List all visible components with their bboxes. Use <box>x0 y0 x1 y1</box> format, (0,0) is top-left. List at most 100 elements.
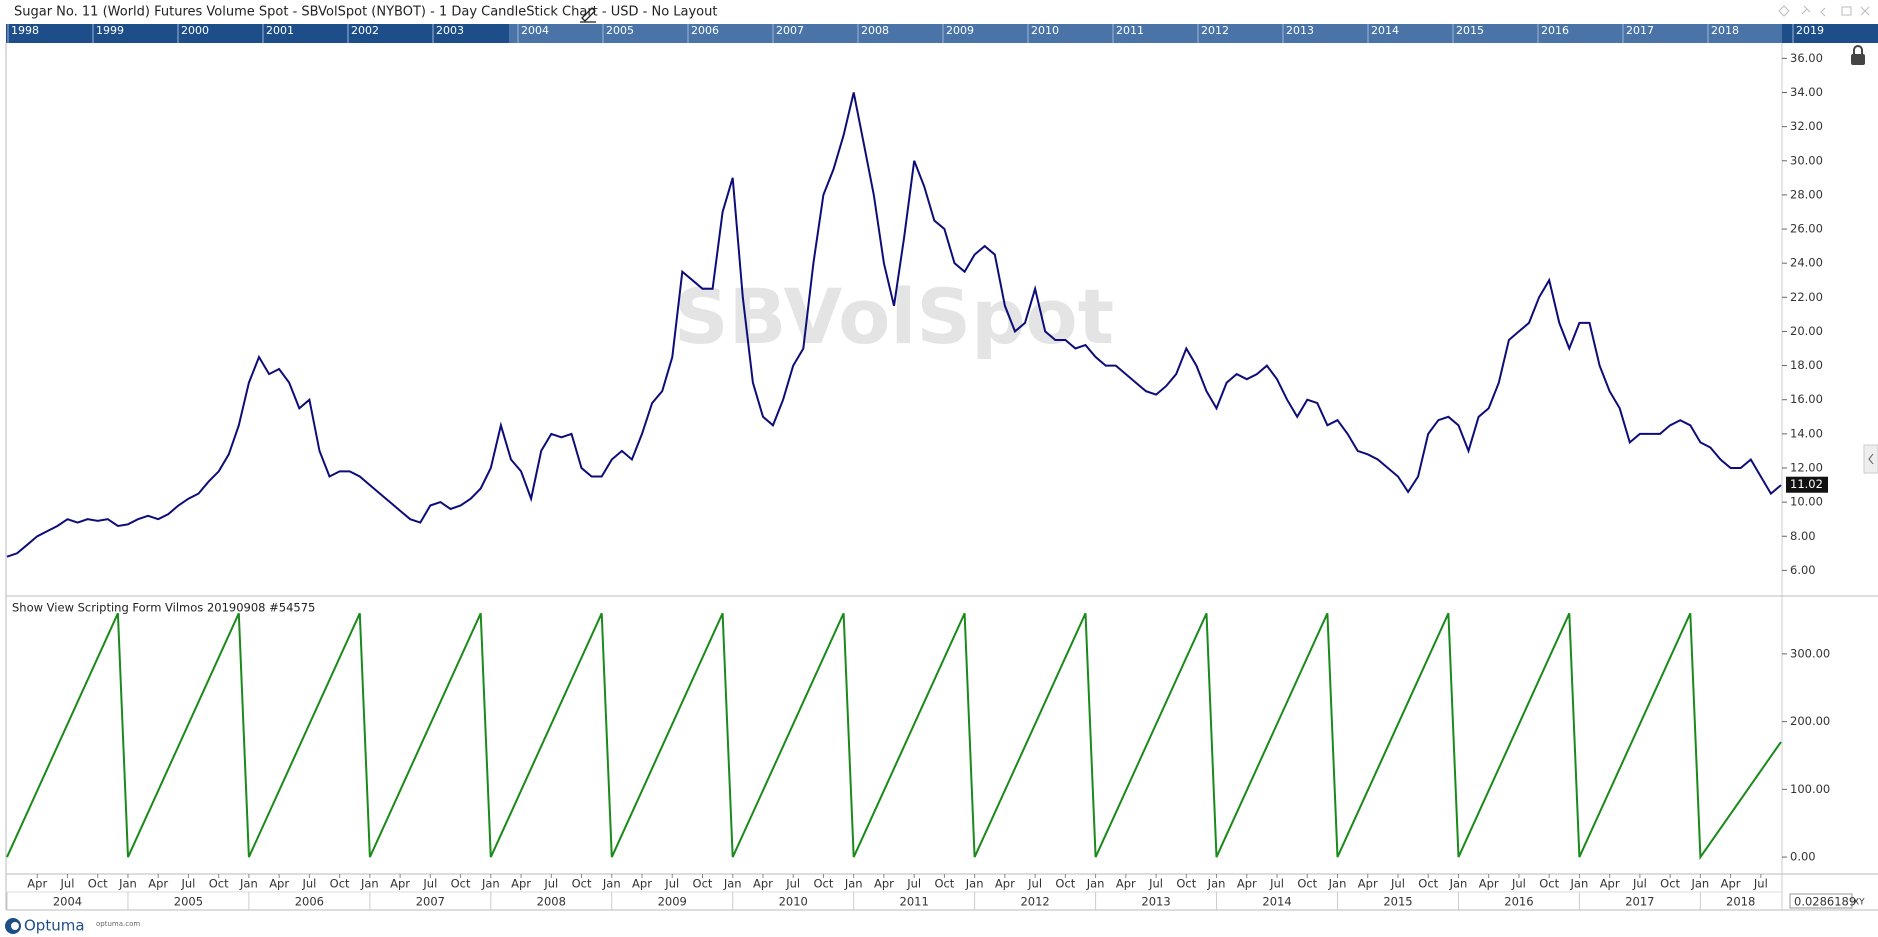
y-tick-label: 12.00 <box>1790 460 1823 474</box>
x-tick-label: Jul <box>1753 877 1768 891</box>
navigator-year: 2002 <box>351 24 379 37</box>
x-tick-label: Jul <box>543 877 558 891</box>
watermark: SBVolSpot <box>674 272 1114 361</box>
logo: Optuma <box>24 917 85 935</box>
chart-title: Sugar No. 11 (World) Futures Volume Spot… <box>14 5 717 20</box>
y-tick-label: 32.00 <box>1790 119 1823 133</box>
x-tick-label: Apr <box>1116 877 1136 891</box>
x-tick-label: Oct <box>693 877 713 891</box>
x-tick-label: Jul <box>180 877 195 891</box>
x-tick-label: Jul <box>1269 877 1284 891</box>
y-tick-label: 22.00 <box>1790 290 1823 304</box>
x-tick-label: Oct <box>813 877 833 891</box>
x-tick-label: Oct <box>1297 877 1317 891</box>
x-year-label: 2004 <box>53 895 82 909</box>
y-tick-label: 28.00 <box>1790 187 1823 201</box>
navigator-year: 2008 <box>861 24 889 37</box>
x-tick-label: Jul <box>60 877 75 891</box>
x-tick-label: Jul <box>1632 877 1647 891</box>
y-tick-label: 26.00 <box>1790 222 1823 236</box>
x-tick-label: Apr <box>269 877 289 891</box>
x-tick-label: Apr <box>1237 877 1257 891</box>
x-year-label: 2014 <box>1262 895 1291 909</box>
navigator-year: 2018 <box>1711 24 1739 37</box>
last-value-label: 11.02 <box>1790 477 1823 491</box>
x-tick-label: Apr <box>995 877 1015 891</box>
x-tick-label: Oct <box>1539 877 1559 891</box>
x-year-label: 2012 <box>1020 895 1049 909</box>
x-tick-label: Jan <box>360 877 379 891</box>
navigator-year: 2001 <box>266 24 294 37</box>
x-tick-label: Jul <box>301 877 316 891</box>
x-tick-label: Apr <box>148 877 168 891</box>
navigator-history <box>6 24 509 43</box>
navigator-year: 2009 <box>946 24 974 37</box>
y-tick-label: 8.00 <box>1790 529 1816 543</box>
x-year-label: 2016 <box>1504 895 1533 909</box>
x-tick-label: Jan <box>1690 877 1709 891</box>
x-year-label: 2009 <box>658 895 687 909</box>
edit-icon[interactable] <box>580 7 596 23</box>
x-tick-label: Jul <box>664 877 679 891</box>
y-tick-label: 16.00 <box>1790 392 1823 406</box>
navigator-year: 2010 <box>1031 24 1059 37</box>
x-tick-label: Jan <box>844 877 863 891</box>
x-tick-label: Apr <box>511 877 531 891</box>
x-tick-label: Oct <box>451 877 471 891</box>
y-tick-label: 14.00 <box>1790 426 1823 440</box>
xy-mode[interactable]: XY <box>1853 898 1865 908</box>
x-tick-label: Apr <box>753 877 773 891</box>
x-year-label: 2017 <box>1625 895 1654 909</box>
x-tick-label: Jan <box>118 877 137 891</box>
x-tick-label: Oct <box>1055 877 1075 891</box>
readout-box[interactable] <box>1789 893 1853 909</box>
navigator-year: 2019 <box>1796 24 1824 37</box>
x-tick-label: Jul <box>422 877 437 891</box>
y-tick-label: 24.00 <box>1790 256 1823 270</box>
navigator-end <box>1782 24 1878 43</box>
x-tick-label: Jan <box>723 877 742 891</box>
x-tick-label: Jan <box>1328 877 1347 891</box>
navigator-year: 2013 <box>1286 24 1314 37</box>
navigator-year: 2007 <box>776 24 804 37</box>
navigator-year: 2006 <box>691 24 719 37</box>
navigator-year: 2011 <box>1116 24 1144 37</box>
x-year-label: 2008 <box>537 895 566 909</box>
y-tick-label: 18.00 <box>1790 358 1823 372</box>
x-year-label: 2005 <box>174 895 203 909</box>
x-year-label: 2006 <box>295 895 324 909</box>
x-tick-label: Jan <box>1570 877 1589 891</box>
x-year-label: 2015 <box>1383 895 1412 909</box>
x-tick-label: Oct <box>1418 877 1438 891</box>
x-tick-label: Jan <box>1449 877 1468 891</box>
x-tick-label: Apr <box>632 877 652 891</box>
navigator-year: 2003 <box>436 24 464 37</box>
lock-icon[interactable] <box>1851 45 1865 65</box>
logo-mark <box>5 918 21 934</box>
x-tick-label: Jan <box>1086 877 1105 891</box>
navigator-years: 1998 1999 2000 2001 2002 2003 2004 2005 2006 2007… <box>7 24 1824 43</box>
navigator-year: 2014 <box>1371 24 1399 37</box>
panel-title: Show View Scripting Form Vilmos 20190908… <box>12 601 315 615</box>
x-tick-label: Apr <box>1479 877 1499 891</box>
x-tick-label: Jan <box>1207 877 1226 891</box>
window-controls[interactable] <box>1778 5 1870 17</box>
side-panel-tab[interactable] <box>1863 444 1878 474</box>
x-tick-label: Jul <box>906 877 921 891</box>
x-tick-label: Apr <box>27 877 47 891</box>
x-tick-label: Apr <box>1600 877 1620 891</box>
y-tick-label: 200.00 <box>1790 714 1830 728</box>
x-year-label: 2018 <box>1726 895 1755 909</box>
y-tick-label: 20.00 <box>1790 324 1823 338</box>
navigator-year: 2005 <box>606 24 634 37</box>
y-tick-label: 36.00 <box>1790 51 1823 65</box>
x-tick-label: Apr <box>1358 877 1378 891</box>
x-tick-label: Jul <box>785 877 800 891</box>
y-tick-label: 0.00 <box>1790 850 1816 864</box>
x-tick-label: Apr <box>390 877 410 891</box>
x-tick-label: Oct <box>1660 877 1680 891</box>
x-tick-label: Jul <box>1148 877 1163 891</box>
